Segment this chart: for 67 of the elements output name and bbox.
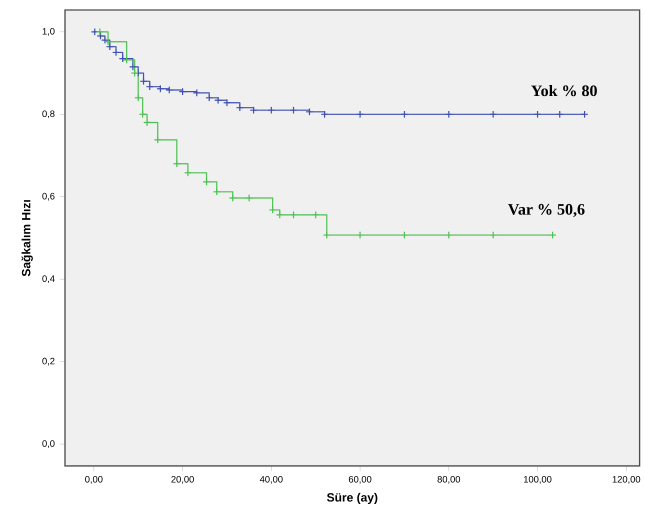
point bbox=[356, 231, 364, 240]
point bbox=[112, 48, 120, 56]
point bbox=[245, 194, 254, 202]
x-tick-label: 60,00 bbox=[348, 476, 372, 484]
point bbox=[178, 88, 187, 96]
point bbox=[214, 96, 222, 104]
point bbox=[290, 210, 298, 219]
y-tick-label: 1,0 bbox=[42, 28, 55, 36]
point bbox=[134, 94, 142, 102]
x-tick-label: 20,00 bbox=[171, 476, 194, 484]
y-tick-label: 0,0 bbox=[42, 440, 55, 448]
point bbox=[534, 110, 542, 118]
point bbox=[400, 110, 408, 118]
point bbox=[312, 210, 320, 219]
x-tick-label: 80,00 bbox=[438, 476, 460, 484]
x-tick-label: 100,00 bbox=[524, 476, 552, 484]
point bbox=[96, 28, 104, 36]
point bbox=[146, 82, 154, 91]
point bbox=[250, 106, 258, 114]
point bbox=[236, 104, 244, 112]
point bbox=[556, 110, 564, 118]
y-tick-label: 0,6 bbox=[42, 192, 55, 201]
point bbox=[212, 188, 221, 196]
point bbox=[268, 206, 277, 214]
point bbox=[320, 110, 328, 118]
point bbox=[205, 94, 214, 102]
x-tick-label: 120,00 bbox=[612, 476, 640, 484]
point bbox=[202, 178, 210, 186]
point bbox=[489, 231, 498, 240]
y-tick-label: 0,8 bbox=[42, 110, 55, 118]
point bbox=[228, 194, 237, 202]
point bbox=[548, 231, 557, 240]
point bbox=[156, 84, 164, 93]
x-tick-label: 40,00 bbox=[260, 476, 283, 484]
point bbox=[276, 210, 284, 219]
point bbox=[122, 56, 131, 64]
x-tick-label: 0,00 bbox=[85, 476, 103, 484]
point bbox=[106, 42, 114, 51]
point bbox=[140, 77, 148, 86]
point bbox=[223, 98, 231, 107]
point bbox=[267, 106, 276, 114]
point bbox=[580, 110, 589, 118]
annotation: Var % 50,6 bbox=[508, 204, 585, 218]
point bbox=[104, 38, 112, 46]
point bbox=[489, 110, 498, 118]
point bbox=[172, 160, 181, 168]
y-tick-label: 0,4 bbox=[42, 275, 55, 284]
point bbox=[184, 168, 192, 177]
point bbox=[444, 231, 453, 240]
x-axis-title: Süre (ay) bbox=[326, 492, 378, 504]
point bbox=[192, 88, 201, 97]
point bbox=[128, 62, 137, 71]
point bbox=[444, 110, 453, 118]
y-axis-title: Sağkalım Hızı bbox=[21, 200, 33, 276]
point bbox=[322, 231, 331, 240]
point bbox=[143, 118, 152, 127]
annotation: Yok % 80 bbox=[531, 84, 597, 96]
y-tick-label: 0,2 bbox=[42, 358, 54, 366]
point bbox=[130, 69, 139, 78]
point bbox=[138, 110, 147, 118]
point bbox=[306, 108, 314, 116]
point bbox=[290, 106, 298, 114]
point bbox=[356, 110, 364, 118]
point bbox=[165, 86, 174, 94]
point bbox=[154, 136, 162, 144]
point bbox=[118, 54, 127, 63]
point bbox=[400, 231, 408, 240]
